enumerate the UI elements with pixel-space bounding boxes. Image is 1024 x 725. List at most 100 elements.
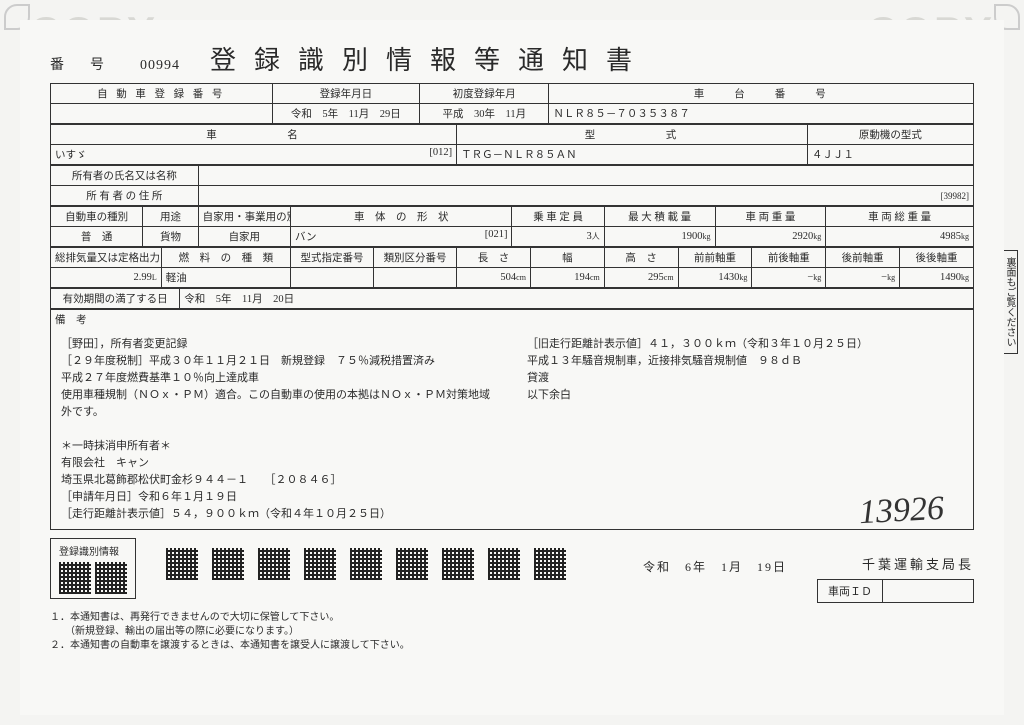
chassis-label: 車 台 番 号 (549, 84, 974, 104)
engine-label: 原動機の型式 (807, 125, 973, 145)
reg-date-value: 令和 5年 11月 29日 (272, 104, 420, 124)
vehicle-id-label: 車両ＩＤ (818, 580, 883, 602)
type-label: 型 式 (457, 125, 808, 145)
notes-body: ［野田］，所有者変更記録 ［２９年度税制］平成３０年１１月２１日 新規登録 ７５… (50, 330, 974, 531)
disp-value: 2.99L (51, 268, 162, 288)
body-text: バン (295, 232, 317, 243)
capacity-label: 乗 車 定 員 (512, 207, 604, 227)
wid-label: 幅 (530, 248, 604, 268)
notes-label: 備 考 (51, 310, 974, 330)
doc-number: 00994 (140, 58, 180, 74)
body-label: 車 体 の 形 状 (290, 207, 512, 227)
owner-name-value (198, 166, 973, 186)
vehicle-id-value (883, 580, 973, 602)
owner-addr-value: [39982] (198, 186, 973, 206)
qr-icon (212, 548, 244, 580)
catno-label: 類別区分番号 (374, 248, 457, 268)
gross-label: 車 両 総 重 量 (826, 207, 974, 227)
footnotes: １．本通知書は、再発行できませんので大切に保管して下さい。 （新規登録、輸出の届… (50, 611, 974, 653)
reg-info-box: 登録識別情報 (50, 538, 136, 599)
type-value: ＴＲＧ－ＮＬＲ８５ＡＮ (457, 145, 808, 165)
capacity-value: 3人 (512, 227, 604, 247)
specs-grid: 自動車の種別 用途 自家用・事業用の別 車 体 の 形 状 乗 車 定 員 最 … (50, 206, 974, 247)
first-reg-label: 初度登録年月 (420, 84, 549, 104)
notes-header: 備 考 (50, 309, 974, 330)
reg-date-label: 登録年月日 (272, 84, 420, 104)
footnote-1b: （新規登録、輸出の届出等の際に必要になります。） (50, 625, 974, 639)
issuer: 千葉運輸支局長 (817, 554, 974, 573)
barcode-group (166, 548, 566, 580)
reg-no-label: 自 動 車 登 録 番 号 (51, 84, 273, 104)
qr-icon (166, 548, 198, 580)
header-grid: 自 動 車 登 録 番 号 登録年月日 初度登録年月 車 台 番 号 令和 5年… (50, 83, 974, 124)
typeno-value (290, 268, 373, 288)
ff-label: 前前軸重 (678, 248, 752, 268)
issue-date: 令和 6年 1月 19日 (643, 558, 787, 575)
kind-value: 普 通 (51, 227, 143, 247)
qr-icon (396, 548, 428, 580)
expiry-value: 令和 5年 11月 20日 (180, 289, 974, 309)
payload-value: 1900kg (604, 227, 715, 247)
expiry-label: 有効期間の満了する日 (51, 289, 180, 309)
vehicle-id-box: 車両ＩＤ (817, 579, 974, 603)
reg-no-value (51, 104, 273, 124)
owner-addr-code: [39982] (941, 191, 970, 201)
use-label: 用途 (143, 207, 198, 227)
body-code: [021] (485, 229, 508, 240)
len-value: 504cm (457, 268, 531, 288)
issuer-block: 千葉運輸支局長 車両ＩＤ (817, 538, 974, 603)
expiry-grid: 有効期間の満了する日 令和 5年 11月 20日 (50, 288, 974, 309)
first-reg-value: 平成 30年 11月 (420, 104, 549, 124)
len-label: 長 さ (457, 248, 531, 268)
rf-value: −kg (826, 268, 900, 288)
engine-value: ４ＪＪ１ (807, 145, 973, 165)
reg-info-label: 登録識別情報 (59, 543, 127, 558)
handwritten-number: 13926 (858, 490, 945, 532)
qr-icon (442, 548, 474, 580)
use-value: 貨物 (143, 227, 198, 247)
fuel-value: 軽油 (161, 268, 290, 288)
kind-label: 自動車の種別 (51, 207, 143, 227)
rr-value: 1490kg (900, 268, 974, 288)
footnote-2: ２．本通知書の自動車を譲渡するときは、本通知書を譲受人に譲渡して下さい。 (50, 639, 974, 653)
disp-label: 総排気量又は定格出力 (51, 248, 162, 268)
fuel-label: 燃 料 の 種 類 (161, 248, 290, 268)
make-grid: 車 名 型 式 原動機の型式 いすゞ [012] ＴＲＧ－ＮＬＲ８５ＡＮ ４ＪＪ… (50, 124, 974, 165)
gross-value: 4985kg (826, 227, 974, 247)
make-value: いすゞ [012] (51, 145, 457, 165)
hgt-value: 295cm (604, 268, 678, 288)
qr-icon (304, 548, 336, 580)
chassis-value: ＮＬＲ８５－７０３５３８７ (549, 104, 974, 124)
qr-icon (59, 562, 91, 594)
owner-addr-label: 所 有 者 の 住 所 (51, 186, 199, 206)
catno-value (374, 268, 457, 288)
doc-number-label: 番 号 (50, 54, 110, 74)
hgt-label: 高 さ (604, 248, 678, 268)
wid-value: 194cm (530, 268, 604, 288)
rr-label: 後後軸重 (900, 248, 974, 268)
make-code: [012] (429, 147, 452, 158)
document-page: 番 号 00994 登録識別情報等通知書 自 動 車 登 録 番 号 登録年月日… (20, 20, 1004, 715)
weight-label: 車 両 重 量 (715, 207, 826, 227)
make-label: 車 名 (51, 125, 457, 145)
fr-label: 前後軸重 (752, 248, 826, 268)
weight-value: 2920kg (715, 227, 826, 247)
footer-row: 登録識別情報 令和 6年 1月 19日 千葉運輸支局長 車両ＩＤ (50, 538, 974, 603)
footnote-1: １．本通知書は、再発行できませんので大切に保管して下さい。 (50, 611, 974, 625)
make-text: いすゞ (55, 150, 87, 161)
dims-grid: 総排気量又は定格出力 燃 料 の 種 類 型式指定番号 類別区分番号 長 さ 幅… (50, 247, 974, 288)
owner-name-label: 所有者の氏名又は名称 (51, 166, 199, 186)
owner-grid: 所有者の氏名又は名称 所 有 者 の 住 所 [39982] (50, 165, 974, 206)
qr-icon (95, 562, 127, 594)
typeno-label: 型式指定番号 (290, 248, 373, 268)
body-value: バン [021] (290, 227, 512, 247)
qr-icon (488, 548, 520, 580)
rf-label: 後前軸重 (826, 248, 900, 268)
doc-title: 登録識別情報等通知書 (210, 40, 650, 77)
payload-label: 最 大 積 載 量 (604, 207, 715, 227)
ff-value: 1430kg (678, 268, 752, 288)
private-label: 自家用・事業用の別 (198, 207, 290, 227)
notes-left: ［野田］，所有者変更記録 ［２９年度税制］平成３０年１１月２１日 新規登録 ７５… (61, 336, 497, 524)
fr-value: −kg (752, 268, 826, 288)
qr-icon (258, 548, 290, 580)
